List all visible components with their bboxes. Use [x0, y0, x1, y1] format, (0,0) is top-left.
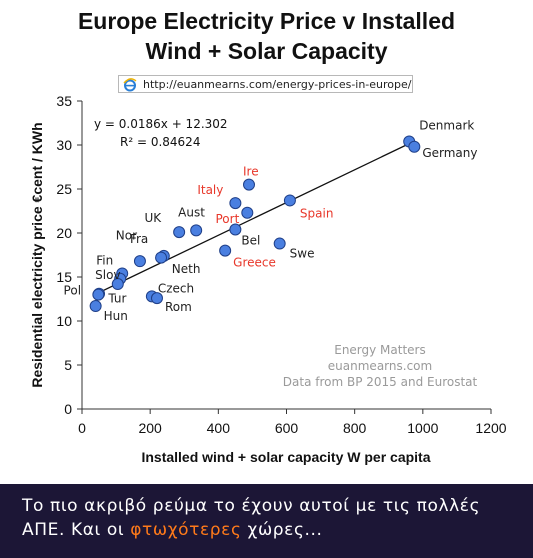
x-axis-label: Installed wind + solar capacity W per ca… [141, 449, 430, 465]
x-tick-label: 1200 [475, 420, 506, 436]
point-label: Greece [233, 256, 276, 270]
y-tick-label: 5 [64, 357, 72, 373]
point-label: Ire [243, 165, 259, 179]
point-label: Pol [64, 284, 81, 298]
point-label: Fra [130, 232, 148, 246]
axes: 0 200 400 600 800 1000 1200 0 5 10 15 20 25 30 35 [56, 93, 506, 436]
credit-line-3: Data from BP 2015 and Eurostat [283, 375, 478, 389]
source-url-bar: http://euanmearns.com/energy-prices-in-e… [118, 75, 413, 93]
x-tick-label: 200 [138, 420, 162, 436]
chart-title: Europe Electricity Price v Installed Win… [0, 6, 533, 66]
point-label: Fin [96, 253, 113, 267]
y-tick-label: 25 [56, 181, 72, 197]
data-point [111, 278, 124, 291]
x-tick-label: 0 [78, 420, 86, 436]
point-label: Aust [178, 205, 205, 219]
source-url: http://euanmearns.com/energy-prices-in-e… [143, 78, 412, 91]
caption-highlight: φτωχότερες [130, 520, 242, 540]
data-point [243, 178, 256, 191]
point-label: Germany [422, 146, 477, 160]
data-point [283, 194, 296, 207]
data-point [89, 300, 102, 313]
caption-part-2: χώρες... [241, 520, 323, 540]
point-label: Nor [116, 229, 137, 243]
data-point [408, 140, 421, 153]
point-label: Rom [165, 300, 192, 314]
y-tick-label: 10 [56, 313, 72, 329]
data-point [150, 292, 163, 305]
point-label: Port [216, 212, 240, 226]
x-tick-label: 1000 [407, 420, 438, 436]
point-label: Italy [197, 183, 223, 197]
trendline [95, 143, 410, 295]
point-label: Spain [300, 206, 334, 220]
data-point [241, 206, 254, 219]
y-tick-label: 20 [56, 225, 72, 241]
data-point [229, 197, 242, 210]
data-points [89, 135, 421, 313]
point-label: Swe [290, 247, 315, 261]
point-label: Denmark [419, 118, 474, 132]
point-label: Czech [158, 281, 194, 295]
data-point [173, 226, 186, 239]
point-label: Tur [107, 292, 126, 306]
data-point [229, 223, 242, 236]
y-tick-label: 0 [64, 401, 72, 417]
chart-title-line-1: Europe Electricity Price v Installed [77, 8, 456, 34]
point-label: UK [144, 211, 162, 225]
r-squared: R² = 0.84624 [120, 135, 200, 149]
y-tick-label: 15 [56, 269, 72, 285]
credit-line-1: Energy Matters [334, 343, 426, 357]
x-tick-label: 800 [343, 420, 367, 436]
scatter-chart: 0 200 400 600 800 1000 1200 0 5 10 15 20 25 30 35 Denm… [29, 93, 507, 465]
caption-banner: Το πιο ακριβό ρεύμα το έχουν αυτοί με τι… [0, 484, 533, 558]
x-tick-label: 400 [207, 420, 231, 436]
y-tick-label: 30 [56, 137, 72, 153]
data-point [92, 288, 105, 301]
x-tick-label: 600 [275, 420, 299, 436]
data-point [155, 251, 168, 264]
data-point [273, 237, 286, 250]
regression-equation: y = 0.0186x + 12.302 [94, 117, 228, 131]
data-point [190, 224, 203, 237]
data-point [133, 255, 146, 268]
point-label: Slov [95, 268, 120, 282]
y-axis-label: Residential electricity price €cent / KW… [29, 122, 45, 387]
point-label: Bel [241, 233, 260, 247]
credit-line-2: euanmearns.com [328, 359, 432, 373]
caption-part-1: Το πιο ακριβό ρεύμα το έχουν αυτοί με τι… [22, 496, 481, 540]
internet-explorer-icon [123, 78, 137, 92]
chart-title-line-2: Wind + Solar Capacity [145, 38, 388, 64]
point-label: Neth [172, 262, 201, 276]
point-labels: Denmark Germany Ire Italy Spain Port Aust UK Bel… [64, 118, 478, 323]
point-label: Hun [104, 309, 128, 323]
y-tick-label: 35 [56, 93, 72, 109]
data-point [219, 244, 232, 257]
caption-text: Το πιο ακριβό ρεύμα το έχουν αυτοί με τι… [22, 494, 522, 542]
